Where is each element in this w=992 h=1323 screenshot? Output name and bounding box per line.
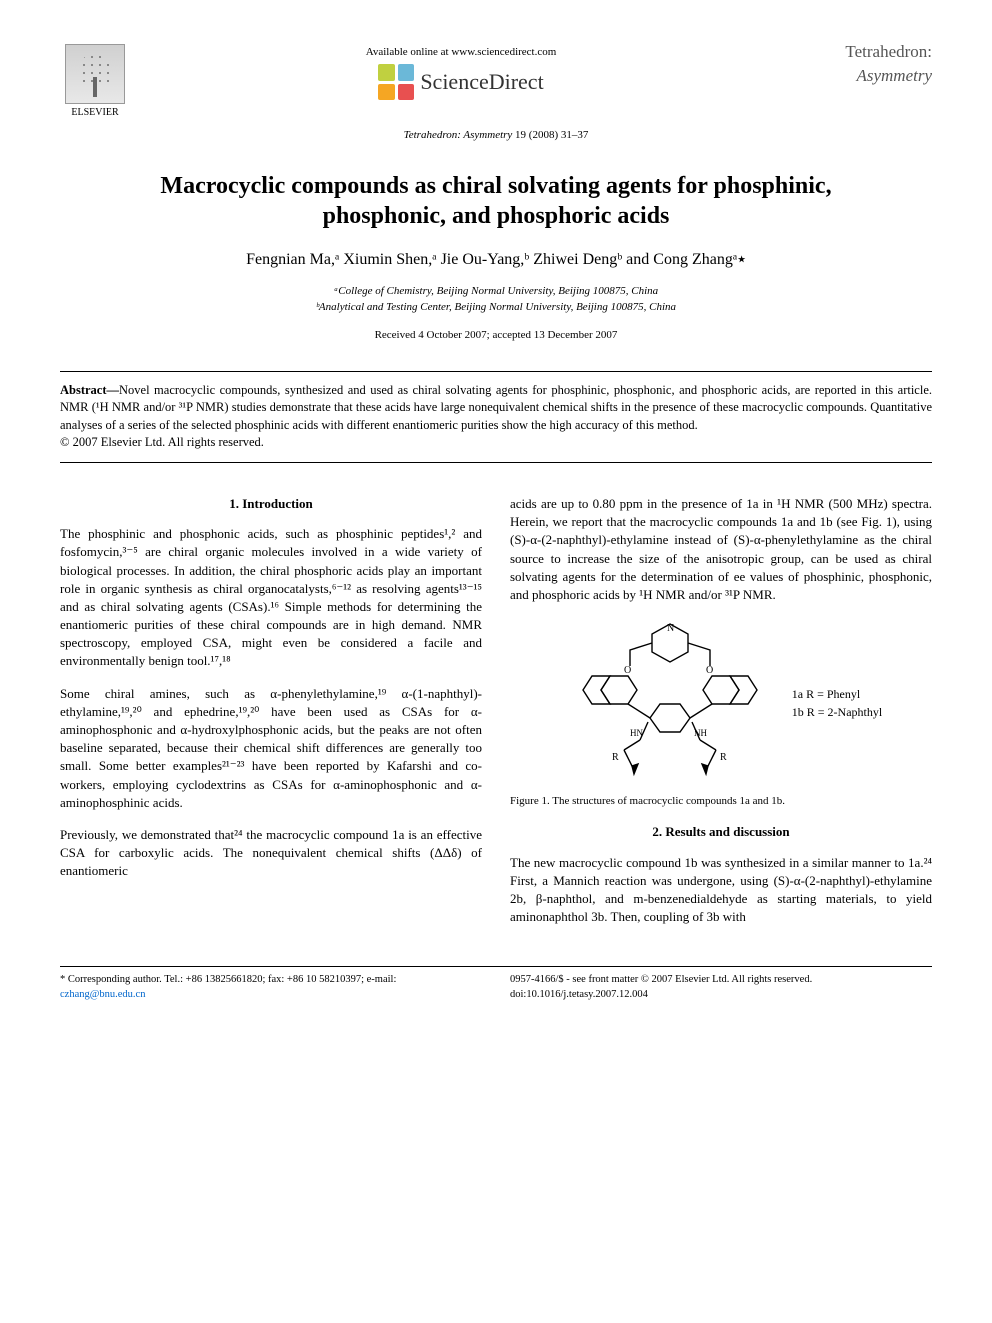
corresponding-author-block: * Corresponding author. Tel.: +86 138256… bbox=[60, 973, 482, 1002]
svg-text:N: N bbox=[667, 623, 674, 634]
doi-line: doi:10.1016/j.tetasy.2007.12.004 bbox=[510, 988, 932, 1003]
author-list: Fengnian Ma,ᵃ Xiumin Shen,ᵃ Jie Ou-Yang,… bbox=[60, 249, 932, 271]
sciencedirect-icon bbox=[378, 64, 414, 100]
affiliation-a: ᵃCollege of Chemistry, Beijing Normal Un… bbox=[60, 284, 932, 299]
journal-line1: Tetrahedron: bbox=[792, 40, 932, 64]
svg-text:HN: HN bbox=[630, 728, 643, 738]
platform-block: Available online at www.sciencedirect.co… bbox=[130, 40, 792, 100]
intro-paragraph-2: Some chiral amines, such as α-phenylethy… bbox=[60, 685, 482, 812]
affiliation-b: ᵇAnalytical and Testing Center, Beijing … bbox=[60, 300, 932, 315]
citation-line: Tetrahedron: Asymmetry 19 (2008) 31–37 bbox=[60, 128, 932, 143]
corresponding-email-link[interactable]: czhang@bnu.edu.cn bbox=[60, 989, 145, 1000]
svg-text:R: R bbox=[612, 752, 619, 763]
platform-name: ScienceDirect bbox=[420, 67, 543, 98]
right-column: acids are up to 0.80 ppm in the presence… bbox=[510, 495, 932, 940]
svg-text:R: R bbox=[720, 752, 727, 763]
results-paragraph-1: The new macrocyclic compound 1b was synt… bbox=[510, 854, 932, 927]
col2-paragraph-1: acids are up to 0.80 ppm in the presence… bbox=[510, 495, 932, 604]
chemical-structure-icon: N O O bbox=[560, 618, 780, 788]
page-footer: * Corresponding author. Tel.: +86 138256… bbox=[60, 966, 932, 1002]
corresponding-text: * Corresponding author. Tel.: +86 138256… bbox=[60, 974, 396, 985]
body-columns: 1. Introduction The phosphinic and phosp… bbox=[60, 495, 932, 940]
figure-1-caption: Figure 1. The structures of macrocyclic … bbox=[510, 794, 932, 809]
legend-1b: 1b R = 2-Naphthyl bbox=[792, 703, 882, 721]
elsevier-logo: ELSEVIER bbox=[60, 40, 130, 120]
intro-heading: 1. Introduction bbox=[60, 495, 482, 513]
abstract-label: Abstract— bbox=[60, 383, 119, 397]
available-online-text: Available online at www.sciencedirect.co… bbox=[130, 45, 792, 60]
legend-1a: 1a R = Phenyl bbox=[792, 685, 882, 703]
page-header: ELSEVIER Available online at www.science… bbox=[60, 40, 932, 120]
abstract-copyright: © 2007 Elsevier Ltd. All rights reserved… bbox=[60, 434, 932, 452]
submission-dates: Received 4 October 2007; accepted 13 Dec… bbox=[60, 328, 932, 343]
elsevier-tree-icon bbox=[65, 44, 125, 104]
citation-volume: 19 (2008) 31–37 bbox=[515, 129, 588, 141]
svg-text:NH: NH bbox=[694, 728, 707, 738]
journal-name-block: Tetrahedron: Asymmetry bbox=[792, 40, 932, 88]
svg-text:O: O bbox=[624, 665, 631, 676]
abstract-box: Abstract—Novel macrocyclic compounds, sy… bbox=[60, 371, 932, 463]
results-heading: 2. Results and discussion bbox=[510, 823, 932, 841]
article-title: Macrocyclic compounds as chiral solvatin… bbox=[100, 171, 892, 231]
citation-journal: Tetrahedron: Asymmetry bbox=[404, 129, 513, 141]
issn-doi-block: 0957-4166/$ - see front matter © 2007 El… bbox=[510, 973, 932, 1002]
journal-line2: Asymmetry bbox=[792, 64, 932, 88]
intro-paragraph-1: The phosphinic and phosphonic acids, suc… bbox=[60, 525, 482, 671]
figure-1-legend: 1a R = Phenyl 1b R = 2-Naphthyl bbox=[792, 685, 882, 721]
publisher-name: ELSEVIER bbox=[71, 106, 118, 120]
sciencedirect-logo: ScienceDirect bbox=[378, 64, 543, 100]
figure-1-block: N O O bbox=[510, 618, 932, 809]
issn-line: 0957-4166/$ - see front matter © 2007 El… bbox=[510, 973, 932, 988]
left-column: 1. Introduction The phosphinic and phosp… bbox=[60, 495, 482, 940]
abstract-body: Novel macrocyclic compounds, synthesized… bbox=[60, 383, 932, 432]
intro-paragraph-3: Previously, we demonstrated that²⁴ the m… bbox=[60, 826, 482, 881]
affiliations-block: ᵃCollege of Chemistry, Beijing Normal Un… bbox=[60, 284, 932, 316]
svg-text:O: O bbox=[706, 665, 713, 676]
